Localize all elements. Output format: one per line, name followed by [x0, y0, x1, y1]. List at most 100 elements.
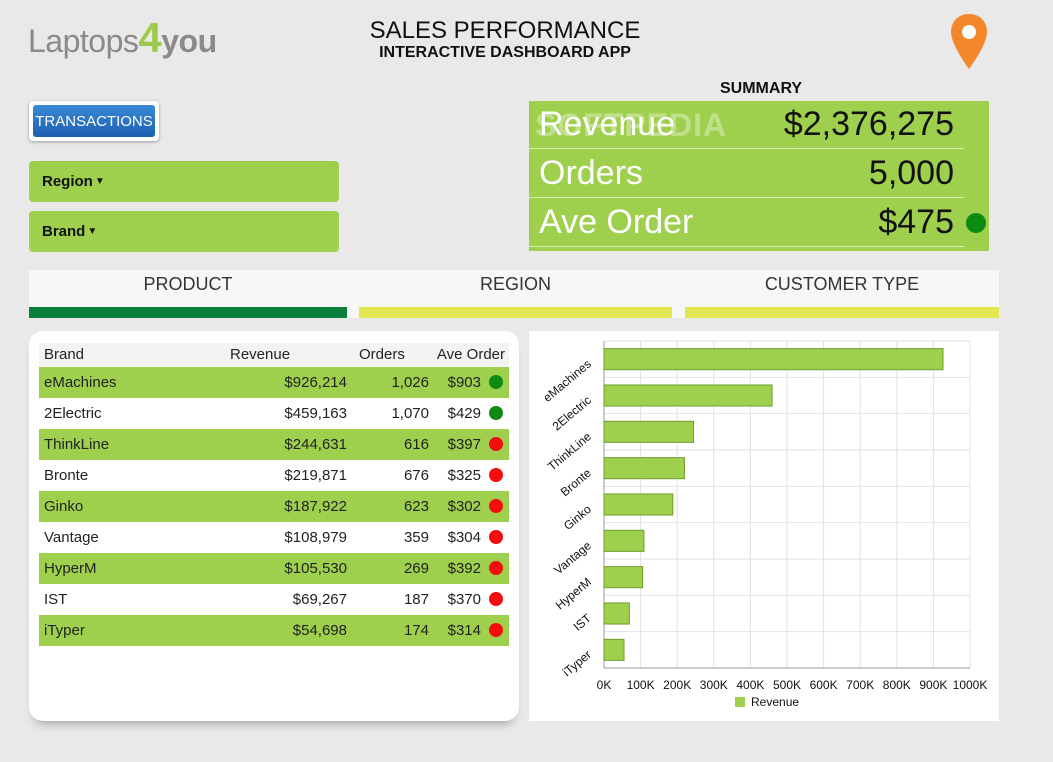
map-pin-icon[interactable] — [948, 12, 990, 72]
summary-key: Orders — [539, 154, 643, 192]
header-ave-order: Ave Order — [436, 346, 505, 363]
tab-region[interactable]: REGION — [359, 270, 672, 318]
x-tick-label: 100K — [627, 678, 655, 692]
table-row[interactable]: ThinkLine $244,631 616 $397 — [39, 429, 509, 460]
x-tick-label: 400K — [736, 678, 764, 692]
tab-indicator-bar — [29, 307, 347, 318]
summary-value: 5,000 — [868, 154, 954, 192]
tab-customer-type[interactable]: CUSTOMER TYPE — [685, 270, 999, 318]
table-row[interactable]: Bronte $219,871 676 $325 — [39, 460, 509, 491]
brand-dropdown-label: Brand — [42, 223, 86, 240]
header-revenue: Revenue — [230, 346, 291, 363]
region-dropdown[interactable]: Region ▼ — [29, 161, 339, 202]
table-header: Brand Revenue Orders Ave Order — [39, 343, 509, 367]
status-dot — [489, 437, 503, 451]
header-orders: Orders — [359, 346, 405, 363]
orders-cell: 1,026 — [391, 374, 429, 391]
orders-cell: 174 — [403, 622, 429, 639]
header-brand: Brand — [44, 346, 85, 363]
revenue-chart-panel: 0K 100K 200K 300K 400K 500K 600K 700K 800K 900K 10… — [529, 331, 999, 721]
region-dropdown-label: Region — [42, 173, 93, 190]
orders-cell: 269 — [403, 560, 429, 577]
brand-cell: Vantage — [44, 529, 99, 546]
x-tick-label: 0K — [597, 678, 612, 692]
ave-order-cell: $392 — [447, 560, 481, 577]
table-row[interactable]: 2Electric $459,163 1,070 $429 — [39, 398, 509, 429]
table-row[interactable]: Ginko $187,922 623 $302 — [39, 491, 509, 522]
orders-cell: 359 — [403, 529, 429, 546]
status-dot — [489, 592, 503, 606]
status-dot — [489, 468, 503, 482]
page-title-block: SALES PERFORMANCE INTERACTIVE DASHBOARD … — [330, 18, 680, 62]
status-dot — [489, 499, 503, 513]
chevron-down-icon: ▼ — [94, 176, 105, 187]
brand-dropdown[interactable]: Brand ▼ — [29, 211, 339, 252]
x-tick-label: 800K — [883, 678, 911, 692]
table-row[interactable]: eMachines $926,214 1,026 $903 — [39, 367, 509, 398]
revenue-cell: $219,871 — [284, 467, 347, 484]
ave-order-cell: $325 — [447, 467, 481, 484]
table-row[interactable]: Vantage $108,979 359 $304 — [39, 522, 509, 553]
summary-row-ave-order: Ave Order $475 — [529, 199, 964, 247]
summary-row-revenue: Revenue $2,376,275 — [529, 101, 964, 149]
category-label: Ginko — [561, 502, 594, 533]
ave-order-cell: $370 — [447, 591, 481, 608]
category-label: IST — [571, 611, 595, 634]
transactions-button[interactable]: TRANSACTIONS — [29, 101, 159, 141]
orders-cell: 187 — [403, 591, 429, 608]
revenue-cell: $54,698 — [292, 622, 347, 639]
summary-row-orders: Orders 5,000 — [529, 150, 964, 198]
brand-cell: ThinkLine — [44, 436, 110, 453]
ave-order-cell: $903 — [447, 374, 481, 391]
bar-bronte — [603, 457, 685, 480]
brand-cell: 2Electric — [44, 405, 102, 422]
summary-value: $475 — [878, 203, 954, 241]
brand-logo: Laptops4you — [28, 14, 217, 62]
tab-indicator-bar — [359, 307, 672, 318]
page-subtitle: INTERACTIVE DASHBOARD APP — [379, 44, 631, 61]
transactions-button-label: TRANSACTIONS — [33, 105, 155, 137]
table-row[interactable]: iTyper $54,698 174 $314 — [39, 615, 509, 646]
ave-order-cell: $314 — [447, 622, 481, 639]
brand-cell: Ginko — [44, 498, 84, 515]
revenue-cell: $187,922 — [284, 498, 347, 515]
page-title: SALES PERFORMANCE — [369, 17, 641, 44]
brand-cell: HyperM — [44, 560, 97, 577]
status-dot — [489, 623, 503, 637]
x-tick-label: 300K — [700, 678, 728, 692]
category-label: ThinkLine — [545, 429, 594, 473]
bar-ginko — [603, 493, 674, 516]
bar-hyperm — [603, 566, 644, 589]
ave-order-cell: $304 — [447, 529, 481, 546]
orders-cell: 676 — [403, 467, 429, 484]
bar-vantage — [603, 529, 645, 552]
tab-label: REGION — [479, 274, 551, 294]
summary-key: Ave Order — [539, 203, 694, 241]
summary-key: Revenue — [539, 105, 676, 143]
brand-cell: iTyper — [44, 622, 85, 639]
x-tick-label: 700K — [846, 678, 874, 692]
brand-table-panel: Brand Revenue Orders Ave Order eMachines… — [29, 331, 519, 721]
bar-2electric — [603, 384, 773, 407]
brand-cell: eMachines — [44, 374, 117, 391]
logo-text-four: 4 — [138, 14, 162, 61]
ave-order-cell: $429 — [447, 405, 481, 422]
orders-cell: 623 — [403, 498, 429, 515]
table-row[interactable]: HyperM $105,530 269 $392 — [39, 553, 509, 584]
bar-thinkline — [603, 420, 695, 443]
status-indicator-dot — [966, 213, 986, 233]
logo-text-you: you — [161, 23, 217, 59]
brand-cell: Bronte — [44, 467, 89, 484]
revenue-cell: $69,267 — [292, 591, 347, 608]
revenue-cell: $105,530 — [284, 560, 347, 577]
status-dot — [489, 530, 503, 544]
revenue-cell: $108,979 — [284, 529, 347, 546]
tab-product[interactable]: PRODUCT — [29, 270, 347, 318]
table-row[interactable]: IST $69,267 187 $370 — [39, 584, 509, 615]
tab-indicator-bar — [685, 307, 999, 318]
revenue-cell: $926,214 — [284, 374, 347, 391]
orders-cell: 616 — [403, 436, 429, 453]
category-label: 2Electric — [550, 393, 594, 433]
summary-value: $2,376,275 — [783, 105, 954, 143]
bar-ist — [603, 602, 630, 625]
